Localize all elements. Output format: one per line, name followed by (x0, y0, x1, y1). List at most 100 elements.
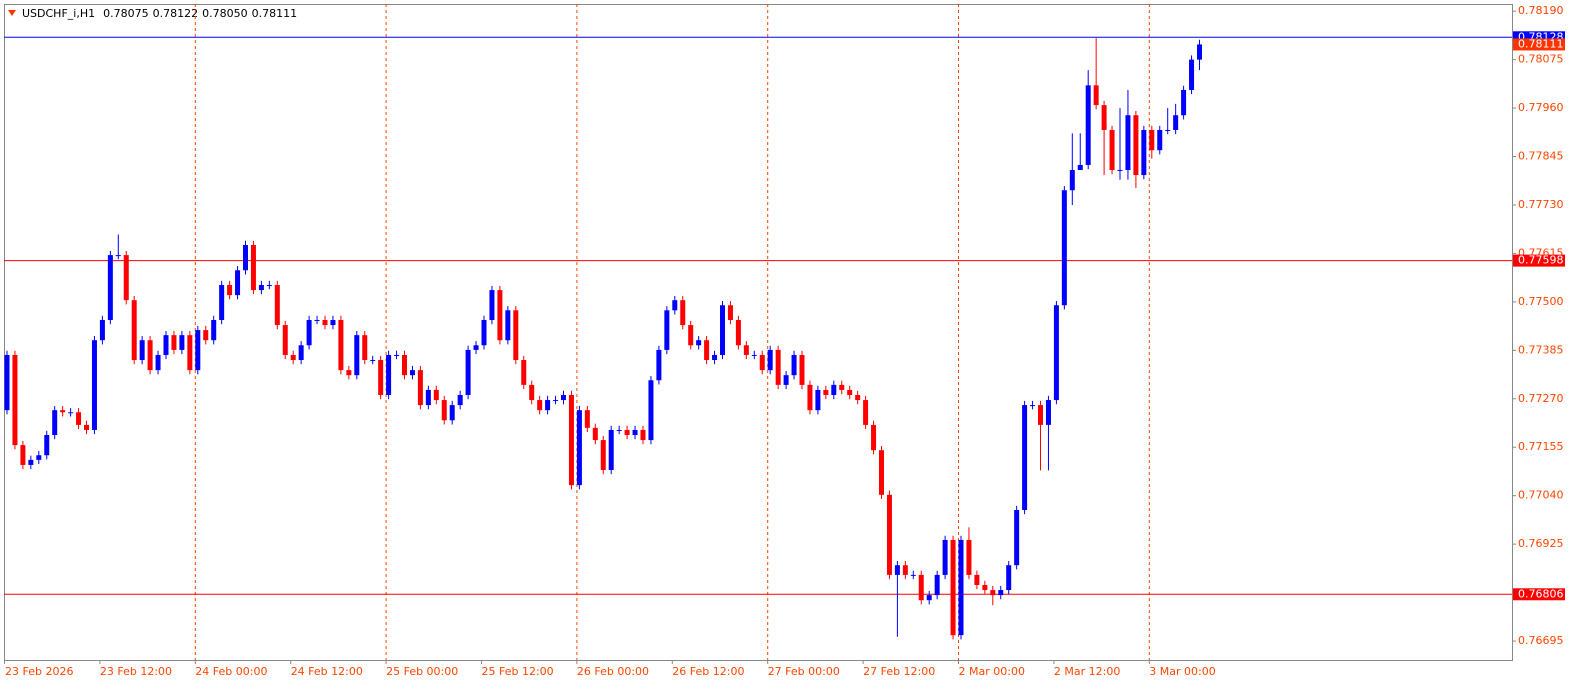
candle-body (791, 354, 797, 376)
candle-body (243, 244, 248, 271)
candle-body (362, 335, 368, 361)
candle-body (735, 319, 741, 346)
menu-icon[interactable] (8, 10, 16, 16)
candle-body (4, 354, 10, 411)
candle-body (147, 340, 153, 371)
candle-body (91, 340, 97, 430)
candle-body (123, 255, 129, 301)
header-close: 0.78111 (252, 7, 298, 20)
candle-body (886, 494, 892, 575)
symbol: USDCHF_i,H1 (22, 7, 95, 20)
candle-body (1022, 405, 1028, 511)
candle-body (219, 285, 225, 320)
candle-body (322, 319, 328, 326)
x-tick-label: 2 Mar 12:00 (1054, 665, 1120, 678)
candle-body (1045, 400, 1051, 425)
x-tick-label: 26 Feb 12:00 (672, 665, 744, 678)
candle-body (338, 319, 344, 371)
candle-body (378, 360, 384, 395)
x-tick-label: 27 Feb 12:00 (863, 665, 935, 678)
candle-body (1061, 190, 1067, 306)
candle-body (346, 370, 352, 376)
candle-body (640, 429, 646, 441)
header-open: 0.78075 (103, 7, 149, 20)
candle-body (656, 349, 662, 381)
header-high: 0.78122 (153, 7, 199, 20)
candle-body (274, 285, 280, 326)
candle-body (394, 354, 400, 356)
candle-body (871, 424, 877, 451)
candle-body (990, 590, 996, 596)
candle-body (847, 389, 853, 395)
candle-body (1085, 85, 1091, 165)
candle-body (441, 400, 447, 421)
price-label: 0.78111 (1518, 37, 1564, 50)
candle-body (529, 384, 535, 401)
candle-body (1014, 510, 1020, 566)
candle-body (235, 270, 241, 296)
y-tick-label: 0.77270 (1518, 392, 1564, 405)
candle-body (823, 389, 829, 395)
candle-body (115, 255, 121, 257)
candle-body (282, 325, 288, 355)
candle-body (902, 565, 908, 575)
candle-body (211, 319, 217, 341)
candle-body (298, 345, 304, 361)
price-label: 0.77598 (1518, 254, 1564, 267)
candle-body (696, 340, 702, 346)
candle-body (680, 300, 686, 326)
candle-body (139, 340, 145, 361)
candle-body (584, 410, 590, 428)
candle-body (1133, 115, 1139, 176)
candle-body (290, 354, 296, 361)
candle-body (568, 394, 574, 486)
candle-body (592, 427, 598, 441)
x-tick-label: 26 Feb 00:00 (577, 665, 649, 678)
candle-body (712, 354, 718, 361)
candle-body (926, 595, 932, 601)
candle-body (44, 435, 50, 456)
candle-body (449, 405, 455, 421)
y-tick-label: 0.78190 (1518, 4, 1564, 17)
candle-body (815, 389, 821, 411)
candle-body (910, 574, 916, 576)
candle-body (107, 255, 113, 320)
candle-body (743, 345, 749, 355)
x-tick-label: 23 Feb 2026 (5, 665, 73, 678)
y-tick-label: 0.77960 (1518, 101, 1564, 114)
candle-body (481, 319, 487, 346)
candle-body (1038, 405, 1043, 425)
candle-body (934, 574, 940, 596)
candle-body (974, 574, 980, 586)
y-tick-label: 0.77845 (1518, 150, 1564, 163)
candle-body (998, 590, 1004, 596)
price-label-box (1513, 38, 1565, 51)
candle-body (704, 340, 710, 361)
candle-body (759, 354, 765, 371)
candle-body (553, 400, 559, 402)
candle-body (799, 354, 805, 385)
candle-body (616, 429, 622, 431)
chart-header: USDCHF_i,H1 0.78075 0.78122 0.78050 0.78111 (22, 7, 297, 20)
candle-body (1069, 170, 1075, 191)
candle-body (155, 354, 161, 371)
x-tick-label: 25 Feb 00:00 (386, 665, 458, 678)
candle-body (720, 305, 725, 355)
y-tick-label: 0.76925 (1518, 537, 1564, 550)
candle-body (36, 455, 42, 460)
candle-body (688, 325, 694, 346)
x-tick-label: 2 Mar 00:00 (959, 665, 1025, 678)
candle-body (68, 412, 74, 414)
candle-body (402, 354, 407, 376)
candle-body (632, 429, 638, 436)
candle-body (1165, 129, 1171, 131)
candle-body (672, 300, 678, 311)
candle-body (99, 319, 105, 341)
header-low: 0.78050 (202, 7, 248, 20)
x-tick-label: 24 Feb 00:00 (195, 665, 267, 678)
price-label: 0.76806 (1518, 587, 1564, 600)
candle-body (60, 410, 66, 413)
candle-body (425, 389, 431, 406)
